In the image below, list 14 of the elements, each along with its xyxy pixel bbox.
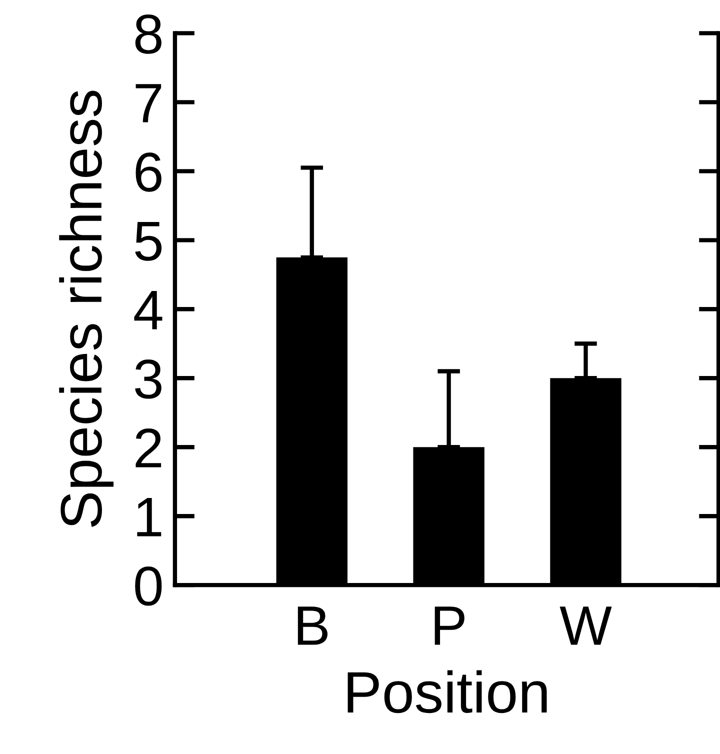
y-tick-label: 2 [136,428,162,468]
y-tick-label: 3 [135,359,162,399]
y-tick-label: 7 [136,84,162,122]
y-tick-label: 8 [135,14,162,54]
y-tick-label: 0 [135,566,162,606]
y-tick-label: 1 [137,498,162,536]
x-tick-label: W [560,606,612,645]
y-tick-label: 4 [134,291,162,330]
x-tick-label: P [434,606,464,645]
x-tick-label: B [298,606,328,645]
x-axis-title: Position [348,670,547,714]
y-axis-title: Species richness [59,90,114,527]
y-tick-label: 6 [136,152,162,192]
y-tick-label: 5 [135,222,162,261]
